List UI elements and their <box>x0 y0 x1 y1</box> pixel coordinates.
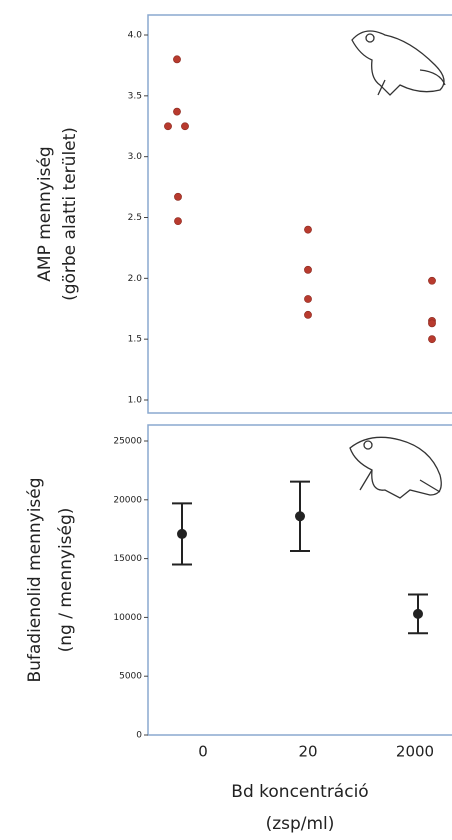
panel-frame <box>147 424 452 736</box>
x-axis-label: (zsp/ml) <box>266 814 335 834</box>
y-tick-label: 2.0 <box>128 274 143 284</box>
panel-frame <box>147 14 452 414</box>
toad-icon <box>349 436 442 499</box>
point <box>428 335 436 344</box>
y-tick-label: 3.5 <box>128 91 142 101</box>
y-tick-label: 25000 <box>113 437 142 447</box>
x-tick-label: 20 <box>298 743 317 761</box>
y-tick-label: 4.0 <box>128 31 143 41</box>
point <box>174 217 182 226</box>
y-tick-label: 3.0 <box>128 152 143 162</box>
x-tick-label: 0 <box>198 743 208 761</box>
point <box>295 511 305 522</box>
y-tick-label: 5000 <box>119 672 142 682</box>
point <box>304 225 312 234</box>
point <box>304 265 312 274</box>
y-tick-label: 20000 <box>113 495 142 505</box>
point <box>304 295 312 303</box>
y-tick-label: 2.5 <box>128 213 142 223</box>
point <box>304 310 312 319</box>
y-tick-label: 1.5 <box>128 335 142 345</box>
point <box>413 608 423 619</box>
y-tick-label: 10000 <box>113 613 142 623</box>
point <box>174 192 182 201</box>
point <box>428 276 436 285</box>
x-tick-label: 2000 <box>396 743 434 761</box>
point <box>173 55 181 64</box>
y-tick-label: 1.0 <box>128 396 143 406</box>
y-axis-label: (görbe alatti terület) <box>60 127 80 301</box>
point <box>428 319 436 328</box>
point <box>173 107 181 116</box>
y-tick-label: 0 <box>136 731 142 741</box>
x-axis-label: Bd koncentráció <box>231 782 368 802</box>
y-axis-label: (ng / mennyiség) <box>56 508 76 653</box>
point <box>181 122 189 131</box>
y-axis-label: AMP mennyiség <box>35 146 55 281</box>
y-axis-label: Bufadienolid mennyiség <box>25 477 45 682</box>
point <box>164 122 172 131</box>
frog-icon <box>351 30 446 96</box>
point <box>177 528 187 539</box>
y-tick-label: 15000 <box>113 554 142 564</box>
